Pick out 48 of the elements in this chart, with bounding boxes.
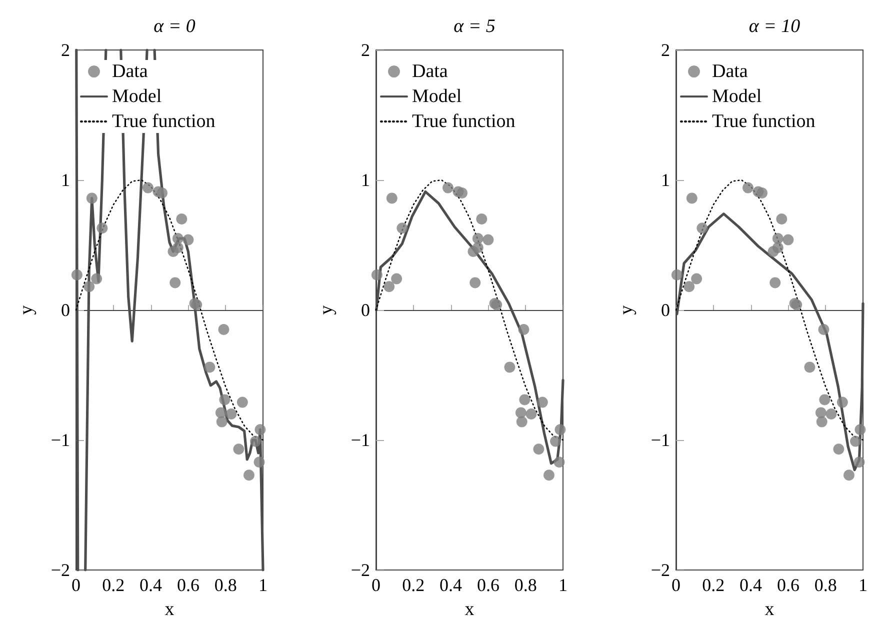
legend-label: True function bbox=[412, 111, 516, 132]
legend-label: Data bbox=[412, 61, 448, 82]
y-axis-title: y bbox=[16, 304, 37, 315]
legend-label: True function bbox=[112, 111, 216, 132]
x-tick-label: 0.4 bbox=[140, 575, 162, 595]
y-tick-label: 1 bbox=[61, 170, 70, 190]
legend-label: True function bbox=[712, 111, 816, 132]
x-tick-label: 0.6 bbox=[776, 575, 800, 595]
y-tick-label: 0 bbox=[61, 300, 70, 320]
y-tick-label: −2 bbox=[350, 560, 370, 580]
y-tick-label: 0 bbox=[361, 300, 370, 320]
legend-label: Model bbox=[412, 86, 462, 107]
legend-label: Data bbox=[112, 61, 148, 82]
x-tick-label: 0.8 bbox=[814, 575, 837, 595]
y-tick-label: 1 bbox=[361, 170, 370, 190]
x-axis-title: x bbox=[764, 599, 775, 620]
legend-label: Model bbox=[712, 86, 762, 107]
chart-title: α = 5 bbox=[454, 16, 496, 37]
x-axis-title: x bbox=[464, 599, 475, 620]
x-tick-label: 1 bbox=[258, 575, 268, 595]
x-tick-label: 0.8 bbox=[214, 575, 237, 595]
x-tick-label: 0.6 bbox=[176, 575, 200, 595]
x-tick-label: 1 bbox=[558, 575, 568, 595]
x-tick-label: 1 bbox=[858, 575, 868, 595]
y-axis-title: y bbox=[616, 304, 637, 315]
legend-label: Model bbox=[112, 86, 162, 107]
y-tick-label: −1 bbox=[50, 430, 70, 450]
legend-label: Data bbox=[712, 61, 748, 82]
x-tick-label: 0.8 bbox=[514, 575, 537, 595]
y-tick-label: −2 bbox=[50, 560, 70, 580]
x-tick-label: 0.2 bbox=[102, 575, 125, 595]
y-axis-title: y bbox=[316, 304, 337, 315]
y-tick-label: 1 bbox=[661, 170, 670, 190]
x-tick-label: 0.6 bbox=[476, 575, 500, 595]
y-tick-label: 2 bbox=[61, 40, 70, 60]
y-tick-label: 2 bbox=[661, 40, 670, 60]
x-tick-label: 0.2 bbox=[702, 575, 725, 595]
y-tick-label: −2 bbox=[650, 560, 670, 580]
x-tick-label: 0.4 bbox=[440, 575, 462, 595]
chart-title: α = 10 bbox=[748, 16, 801, 37]
y-tick-label: −1 bbox=[650, 430, 670, 450]
x-tick-label: 0.2 bbox=[402, 575, 425, 595]
y-tick-label: 0 bbox=[661, 300, 670, 320]
y-tick-label: 2 bbox=[361, 40, 370, 60]
chart-title: α = 0 bbox=[154, 16, 196, 37]
x-tick-label: 0.4 bbox=[740, 575, 762, 595]
y-tick-label: −1 bbox=[350, 430, 370, 450]
x-axis-title: x bbox=[164, 599, 175, 620]
